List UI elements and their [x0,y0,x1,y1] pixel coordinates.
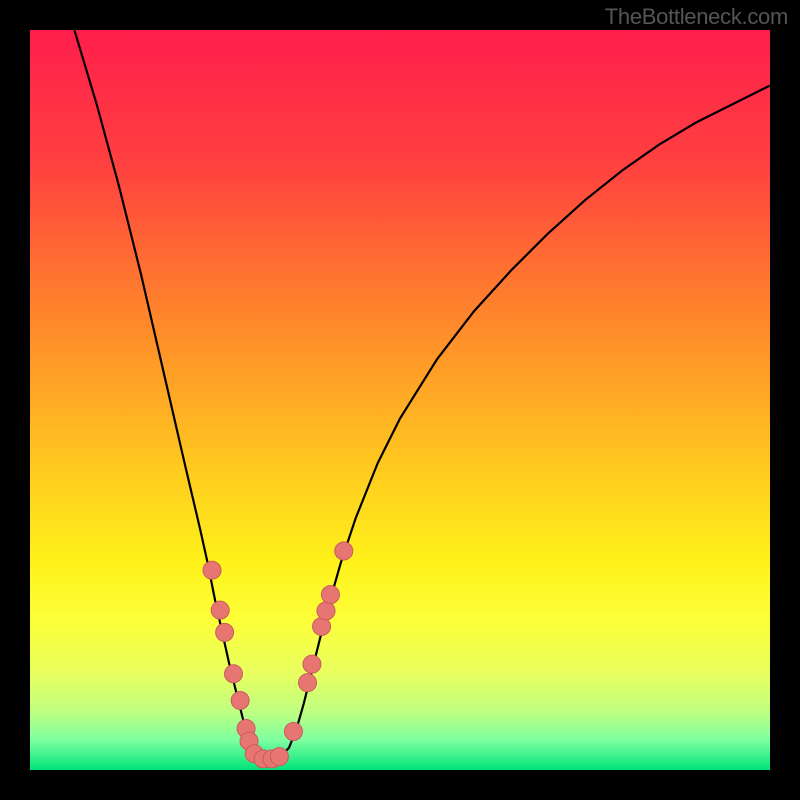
data-marker [225,665,243,683]
chart-svg [30,30,770,770]
chart-frame: TheBottleneck.com [0,0,800,800]
data-marker [270,748,288,766]
data-marker [321,586,339,604]
bottleneck-curve [74,30,770,759]
data-marker [211,601,229,619]
data-marker [303,655,321,673]
watermark-text: TheBottleneck.com [605,4,788,30]
marker-group [203,542,353,768]
data-marker [335,542,353,560]
data-marker [284,723,302,741]
data-marker [203,561,221,579]
plot-area [30,30,770,770]
data-marker [216,623,234,641]
data-marker [299,674,317,692]
data-marker [231,691,249,709]
data-marker [317,602,335,620]
